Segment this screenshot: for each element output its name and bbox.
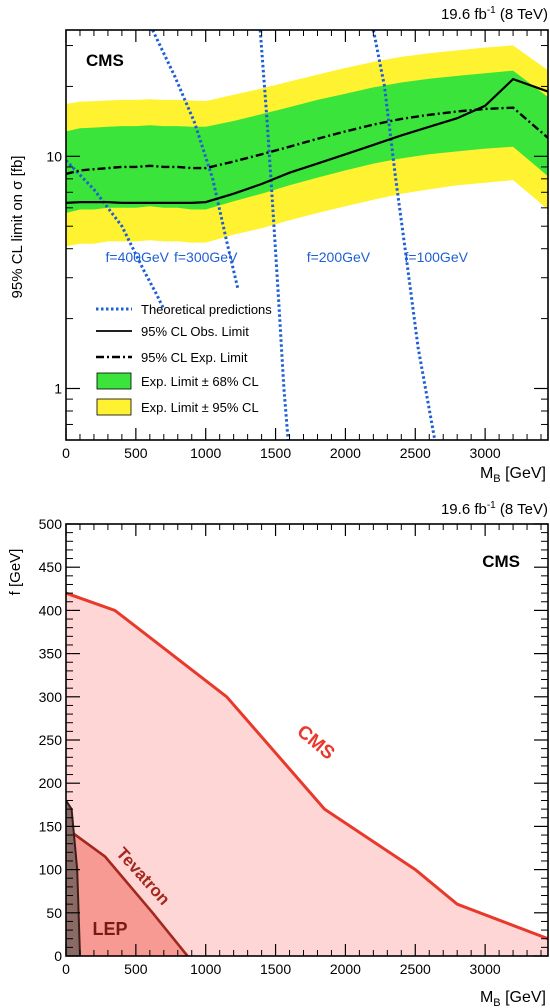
limit-chart: 19.6 fb-1 (8 TeV) 0 500 1000 1500 2000 2500 30… bbox=[9, 5, 549, 485]
top-cms-label: CMS bbox=[86, 51, 124, 70]
top-legend: Theoretical predictions 95% CL Obs. Limi… bbox=[96, 302, 272, 416]
top-lumi-label: 19.6 fb-1 (8 TeV) bbox=[441, 5, 548, 23]
top-x-tick-label: 1500 bbox=[260, 445, 291, 461]
bottom-y-tick-label: 150 bbox=[39, 818, 63, 834]
bottom-y-tick-label: 250 bbox=[39, 732, 63, 748]
bottom-y-tick-label: 350 bbox=[39, 646, 63, 662]
region-label-cms: CMS bbox=[293, 721, 339, 764]
expected-limit-line bbox=[66, 106, 548, 176]
legend-band95-label: Exp. Limit ± 95% CL bbox=[141, 400, 259, 415]
theory-label-3: f=100GeV bbox=[405, 249, 469, 265]
legend-observed-label: 95% CL Obs. Limit bbox=[141, 324, 249, 339]
bottom-x-tick-label: 2500 bbox=[400, 961, 431, 977]
legend-theory-label: Theoretical predictions bbox=[141, 302, 272, 317]
legend-band95-swatch bbox=[96, 398, 132, 416]
bottom-y-tick-label: 500 bbox=[39, 516, 63, 532]
top-y-axis-label: 95% CL limit on σ [fb] bbox=[9, 156, 26, 299]
bottom-cms-label: CMS bbox=[482, 552, 520, 571]
bottom-x-tick-label: 2000 bbox=[330, 961, 361, 977]
bottom-y-tick-label: 100 bbox=[39, 862, 63, 878]
exclusion-chart: 19.6 fb-1 (8 TeV) 0 500 1000 1500 2000 2500 30… bbox=[7, 500, 549, 1008]
bottom-lumi-label: 19.6 fb-1 (8 TeV) bbox=[441, 500, 548, 518]
legend-band68-swatch bbox=[96, 372, 132, 390]
theory-curve-2 bbox=[258, 30, 290, 440]
theory-label-0: f=400GeV bbox=[106, 249, 170, 265]
bottom-x-tick-label: 500 bbox=[124, 961, 148, 977]
region-fill-tevatron bbox=[66, 828, 188, 956]
top-x-tick-label: 2000 bbox=[330, 445, 361, 461]
theory-curve-1 bbox=[151, 30, 240, 289]
bottom-y-tick-label: 450 bbox=[39, 559, 63, 575]
region-boundary-tevatron bbox=[66, 827, 189, 956]
region-fill-cms bbox=[66, 593, 548, 956]
top-y-tick-label: 10 bbox=[46, 148, 62, 164]
observed-limit-line bbox=[66, 77, 548, 204]
bottom-x-tick-label: 3000 bbox=[470, 961, 501, 977]
bottom-x-axis-label: MB [GeV] bbox=[480, 989, 546, 1008]
legend-band68-label: Exp. Limit ± 68% CL bbox=[141, 374, 259, 389]
bottom-x-tick-label: 1000 bbox=[190, 961, 221, 977]
top-x-tick-label: 500 bbox=[124, 445, 148, 461]
legend-expected-label: 95% CL Exp. Limit bbox=[141, 350, 248, 365]
top-x-tick-label: 3000 bbox=[470, 445, 501, 461]
bottom-y-tick-label: 200 bbox=[39, 775, 63, 791]
region-label-lep: LEP bbox=[92, 919, 127, 939]
top-x-tick-label: 2500 bbox=[400, 445, 431, 461]
bottom-y-tick-label: 0 bbox=[54, 948, 62, 964]
top-x-tick-label: 0 bbox=[62, 445, 70, 461]
theory-label-1: f=300GeV bbox=[174, 249, 238, 265]
bottom-x-tick-label: 0 bbox=[62, 961, 70, 977]
top-y-tick-label: 1 bbox=[54, 380, 62, 396]
theory-curve-3 bbox=[371, 30, 437, 440]
bottom-x-tick-label: 1500 bbox=[260, 961, 291, 977]
region-boundary-cms bbox=[66, 591, 548, 941]
bottom-y-tick-label: 400 bbox=[39, 602, 63, 618]
top-x-tick-label: 1000 bbox=[190, 445, 221, 461]
top-frame bbox=[65, 29, 549, 441]
bottom-y-tick-label: 300 bbox=[39, 689, 63, 705]
bottom-y-axis-label: f [GeV] bbox=[7, 549, 24, 596]
bottom-y-tick-label: 50 bbox=[46, 905, 62, 921]
top-x-axis-label: MB [GeV] bbox=[480, 465, 546, 485]
theory-label-2: f=200GeV bbox=[307, 249, 371, 265]
theory-curve-0 bbox=[66, 159, 166, 310]
